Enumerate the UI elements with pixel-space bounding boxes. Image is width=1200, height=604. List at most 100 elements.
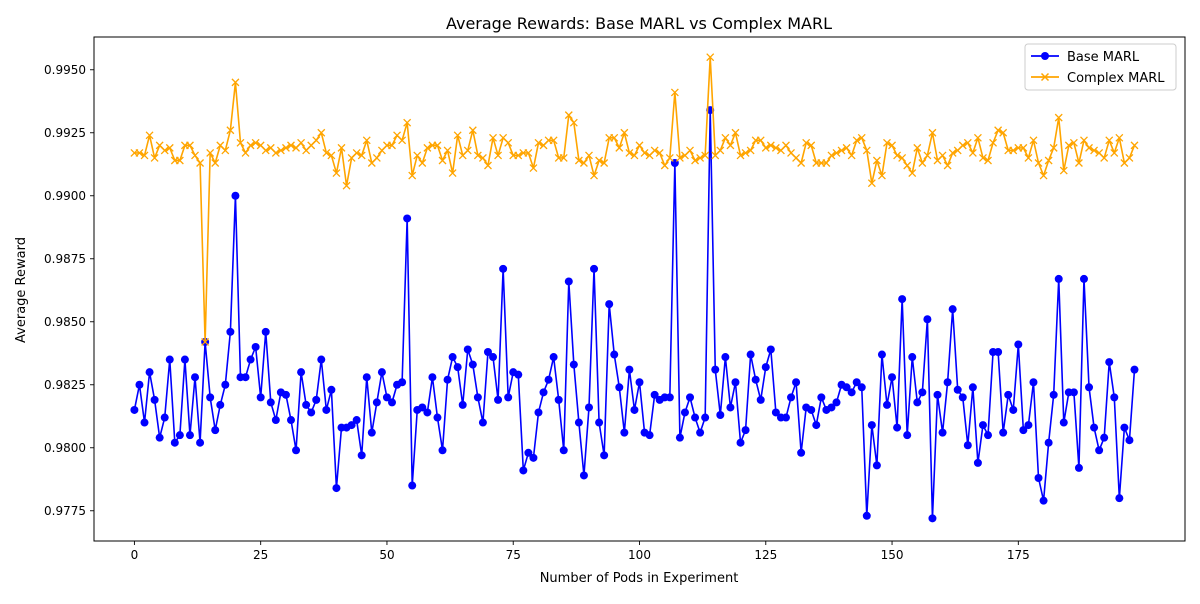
legend-base-marker: [1041, 52, 1049, 60]
point-complex-158: [928, 128, 937, 137]
point-complex-60: [433, 141, 442, 150]
point-base-13: [196, 438, 205, 447]
point-complex-149: [883, 138, 891, 147]
point-complex-55: [408, 171, 417, 180]
point-complex-150: [888, 141, 897, 150]
point-complex-156: [918, 159, 927, 167]
point-complex-72: [494, 151, 503, 160]
point-complex-118: [726, 141, 735, 150]
point-complex-64: [453, 131, 462, 140]
point-complex-168: [979, 154, 987, 162]
point-complex-104: [655, 148, 664, 157]
point-complex-70: [484, 161, 492, 170]
point-base-156: [918, 388, 927, 397]
point-complex-18: [221, 146, 230, 155]
point-base-173: [1004, 390, 1013, 399]
point-base-127: [771, 408, 780, 417]
point-base-34: [302, 400, 311, 409]
point-base-67: [468, 360, 477, 369]
point-base-50: [382, 393, 391, 402]
y-tick-label-2: 0.9825: [44, 378, 86, 392]
point-base-81: [539, 388, 548, 397]
point-base-129: [781, 413, 790, 422]
point-complex-6: [160, 146, 169, 155]
point-complex-98: [625, 148, 634, 157]
point-complex-142: [847, 151, 856, 160]
point-complex-4: [150, 154, 159, 162]
point-base-74: [504, 393, 513, 402]
legend-complex-marker: [1040, 72, 1050, 82]
point-complex-40: [332, 169, 341, 178]
point-base-148: [877, 350, 886, 359]
x-tick-label-3: 75: [506, 548, 521, 562]
point-complex-38: [322, 148, 331, 157]
point-base-8: [170, 438, 179, 447]
point-base-54: [403, 214, 412, 223]
point-base-142: [847, 388, 856, 397]
point-base-110: [686, 393, 695, 402]
point-complex-57: [418, 159, 427, 167]
point-complex-166: [968, 148, 977, 157]
point-complex-23: [246, 141, 255, 150]
point-complex-154: [908, 169, 917, 178]
point-base-73: [499, 264, 508, 273]
point-complex-139: [832, 148, 841, 157]
point-complex-100: [635, 141, 644, 150]
point-base-151: [893, 423, 902, 432]
point-base-188: [1079, 274, 1088, 283]
point-complex-90: [585, 151, 593, 160]
point-complex-1: [135, 148, 144, 157]
point-complex-182: [1049, 143, 1058, 152]
point-complex-148: [877, 171, 886, 180]
point-complex-141: [842, 143, 851, 152]
point-base-84: [554, 395, 563, 404]
point-base-172: [999, 428, 1008, 437]
point-complex-71: [489, 133, 497, 142]
point-base-150: [888, 373, 897, 382]
point-complex-76: [514, 151, 523, 160]
point-base-0: [130, 405, 139, 414]
point-base-155: [913, 398, 922, 407]
point-complex-119: [731, 128, 740, 137]
series-line-base: [133, 109, 1136, 520]
point-complex-74: [504, 138, 513, 147]
point-complex-179: [1034, 159, 1043, 167]
point-base-191: [1095, 446, 1104, 455]
x-tick-label-0: 0: [131, 548, 139, 562]
point-complex-137: [822, 159, 831, 167]
point-base-2: [140, 418, 149, 427]
point-base-72: [494, 395, 503, 404]
point-complex-190: [1090, 146, 1099, 155]
point-complex-143: [852, 136, 861, 145]
point-complex-107: [670, 88, 679, 97]
point-base-195: [1115, 494, 1124, 503]
point-complex-26: [261, 146, 270, 155]
point-base-16: [211, 426, 220, 435]
point-base-190: [1090, 423, 1099, 432]
y-tick-label-6: 0.9925: [44, 126, 86, 140]
point-complex-157: [923, 151, 932, 160]
point-complex-15: [206, 148, 215, 157]
legend-entry-base: Base MARL: [1031, 50, 1140, 65]
point-base-53: [398, 378, 407, 387]
point-complex-111: [691, 156, 700, 165]
point-complex-66: [463, 146, 472, 155]
point-base-189: [1085, 383, 1094, 392]
point-base-51: [388, 398, 396, 407]
point-complex-79: [529, 164, 538, 172]
chart-title: Average Rewards: Base MARL vs Complex MA…: [446, 14, 832, 33]
point-base-43: [347, 421, 356, 430]
point-base-15: [206, 393, 215, 402]
point-complex-31: [287, 141, 295, 150]
point-complex-58: [423, 143, 432, 152]
point-base-125: [761, 363, 770, 372]
point-base-171: [994, 348, 1003, 356]
point-base-62: [443, 375, 452, 384]
point-complex-151: [893, 151, 902, 160]
point-complex-103: [650, 146, 659, 155]
point-base-136: [817, 393, 826, 402]
point-complex-117: [721, 133, 730, 142]
point-base-186: [1069, 388, 1078, 397]
point-complex-120: [736, 151, 745, 160]
